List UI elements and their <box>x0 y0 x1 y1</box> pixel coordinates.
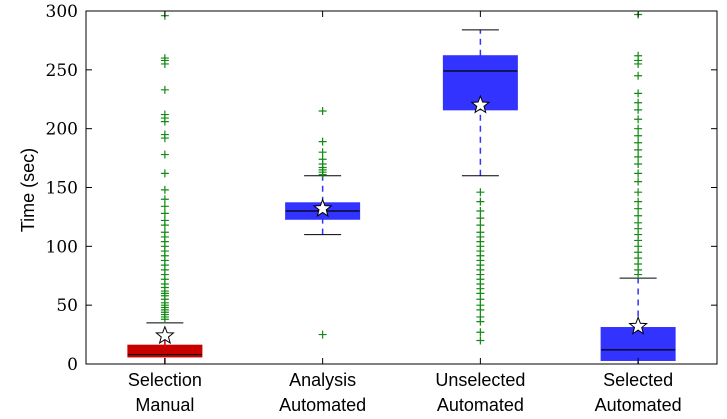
mean-star <box>470 94 491 114</box>
outlier-point <box>634 115 643 124</box>
y-tick-label: 200 <box>46 120 78 140</box>
outlier-point <box>476 312 485 321</box>
axis-labels: 0 50 100 150 200 250 300 Selection Manual Analysi… <box>46 2 682 415</box>
outlier-point <box>160 209 169 218</box>
outlier-point <box>634 204 643 213</box>
outlier-point <box>476 221 485 230</box>
x-category-label-line2: Automated <box>437 395 524 415</box>
y-tick-label: 250 <box>46 61 78 81</box>
outlier-point <box>160 202 169 211</box>
outlier-point <box>318 148 327 157</box>
outlier-point <box>160 169 169 178</box>
outlier-point <box>476 328 485 337</box>
box-group <box>600 10 676 365</box>
outlier-point <box>318 137 327 146</box>
y-tick-label: 300 <box>46 2 78 22</box>
outlier-point <box>160 150 169 159</box>
outlier-point <box>634 177 643 186</box>
box-group <box>127 11 203 365</box>
outlier-point <box>160 185 169 194</box>
outlier-point <box>476 336 485 345</box>
iqr-box <box>600 327 676 361</box>
x-category-label-line1: Selected <box>603 370 673 390</box>
outlier-point <box>318 330 327 339</box>
outlier-point <box>476 214 485 223</box>
x-category-label-line1: Analysis <box>289 370 356 390</box>
outlier-point <box>634 51 643 60</box>
mean-star <box>312 198 333 218</box>
outlier-point <box>476 188 485 197</box>
outlier-point <box>160 110 169 119</box>
outlier-point <box>634 145 643 154</box>
y-tick-label: 0 <box>67 355 78 375</box>
outlier-point <box>160 195 169 204</box>
x-category-label-line1: Unselected <box>435 370 525 390</box>
outlier-point <box>318 107 327 116</box>
x-category-label-line2: Automated <box>595 395 682 415</box>
outlier-point <box>160 54 169 63</box>
outlier-point <box>634 211 643 220</box>
outlier-point <box>634 159 643 168</box>
outlier-point <box>160 85 169 94</box>
y-tick-label: 100 <box>46 237 78 257</box>
outlier-point <box>634 188 643 197</box>
outlier-point <box>634 124 643 133</box>
outlier-point <box>476 197 485 206</box>
plot-area <box>85 10 718 365</box>
outlier-point <box>160 228 169 237</box>
outlier-point <box>634 197 643 206</box>
outlier-point <box>634 138 643 147</box>
mean-star <box>154 325 175 345</box>
x-category-label-line2: Manual <box>135 395 194 415</box>
y-axis-title: Time (sec) <box>18 148 38 232</box>
outlier-point <box>476 207 485 216</box>
outlier-point <box>634 152 643 161</box>
outlier-point <box>634 89 643 98</box>
outlier-point <box>634 105 643 114</box>
iqr-box <box>127 344 203 358</box>
y-tick-label: 150 <box>46 179 78 199</box>
outlier-point <box>634 98 643 107</box>
mean-star <box>628 315 649 335</box>
axes-frame <box>85 10 718 365</box>
outlier-point <box>634 169 643 178</box>
box-group <box>442 29 518 345</box>
x-category-label-line2: Automated <box>279 395 366 415</box>
y-tick-label: 50 <box>56 296 78 316</box>
x-category-label-line1: Selection <box>128 370 202 390</box>
outlier-point <box>634 218 643 227</box>
box-group <box>285 107 361 339</box>
outlier-point <box>634 71 643 80</box>
outlier-point <box>634 131 643 140</box>
outlier-point <box>160 130 169 139</box>
outlier-point <box>160 216 169 225</box>
outlier-point <box>476 228 485 237</box>
outlier-point <box>318 155 327 164</box>
